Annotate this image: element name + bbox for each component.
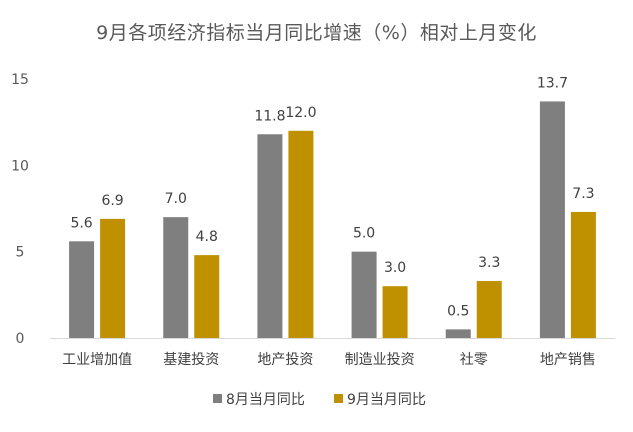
bar-aug — [445, 329, 471, 338]
bar-sep — [570, 211, 596, 338]
x-tick-label: 工业增加值 — [62, 352, 132, 368]
legend-swatch — [334, 394, 343, 403]
bar-sep — [194, 255, 220, 338]
data-label: 5.0 — [353, 226, 375, 242]
data-label: 4.8 — [196, 229, 218, 245]
bar-sep — [382, 286, 408, 338]
data-label: 7.0 — [165, 191, 187, 207]
bar-aug — [257, 134, 283, 338]
data-label: 12.0 — [285, 105, 316, 121]
x-tick-label: 基建投资 — [163, 351, 219, 368]
data-label: 11.8 — [254, 108, 285, 124]
y-tick-label: 10 — [11, 158, 29, 174]
data-label: 13.7 — [537, 75, 568, 91]
bar-aug — [539, 101, 565, 339]
bar-aug — [163, 217, 189, 338]
x-tick-label: 社零 — [460, 352, 488, 368]
data-label: 7.3 — [572, 186, 594, 202]
x-tick-label: 地产投资 — [257, 352, 313, 368]
y-tick-label: 5 — [16, 245, 25, 261]
x-tick-label: 地产销售 — [540, 352, 596, 368]
x-tick-label: 制造业投资 — [345, 352, 415, 368]
y-tick-label: 15 — [11, 72, 29, 88]
bar-sep — [476, 281, 502, 338]
y-tick-label: 0 — [16, 331, 25, 347]
data-label: 3.3 — [478, 255, 500, 271]
legend-label: 9月当月同比 — [347, 392, 426, 408]
data-label: 0.5 — [447, 303, 469, 319]
bar-sep — [288, 130, 314, 338]
chart-title: 9月各项经济指标当月同比增速（%）相对上月变化 — [96, 22, 537, 44]
bar-sep — [100, 218, 126, 338]
data-label: 6.9 — [101, 193, 123, 209]
data-label: 3.0 — [384, 260, 406, 276]
bar-aug — [351, 251, 377, 338]
legend-label: 8月当月同比 — [226, 392, 305, 408]
data-label: 5.6 — [70, 215, 92, 231]
bar-aug — [69, 241, 95, 338]
legend-swatch — [213, 394, 222, 403]
